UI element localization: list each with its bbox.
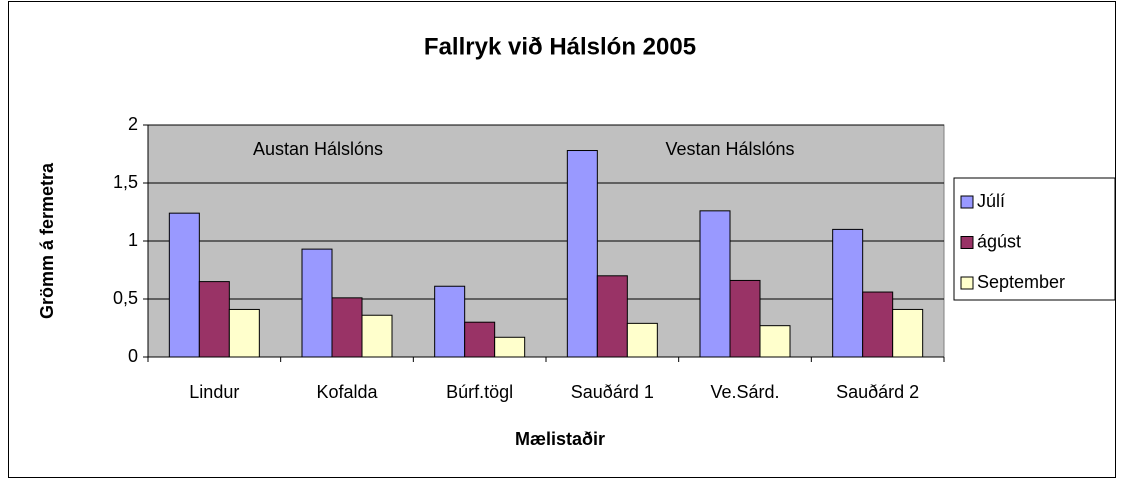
legend-swatch [960,236,974,249]
legend-label: September [977,272,1065,292]
bar [168,212,200,358]
legend-swatch [960,195,974,209]
bar [228,308,260,358]
y-tick-label: 0,5 [113,288,138,308]
legend-label: Júlí [977,191,1005,211]
annotation: Vestan Hálslóns [665,139,794,159]
bar [699,210,731,358]
bar [626,322,658,358]
bar [832,228,864,358]
bar [301,248,333,358]
x-tick-label: Lindur [189,382,239,402]
y-axis-title: Grömm á fermetra [37,162,57,319]
bar [331,297,363,358]
annotation: Austan Hálslóns [253,139,383,159]
y-tick-label: 2 [128,114,138,134]
bar [729,279,761,358]
y-tick-label: 0 [128,346,138,366]
x-tick-label: Sauðárd 1 [571,382,654,402]
bar [596,275,628,358]
x-tick-label: Sauðárd 2 [836,382,919,402]
bar [892,308,924,358]
x-tick-label: Kofalda [316,382,378,402]
bar [862,291,894,358]
bar [759,325,791,358]
bar [361,314,393,358]
legend-label: ágúst [977,231,1021,251]
y-tick-label: 1,5 [113,172,138,192]
bar [464,321,496,358]
chart-title: Fallryk við Hálslón 2005 [424,33,696,60]
bar [434,285,466,358]
legend-swatch [960,276,974,290]
x-axis-title: Mælistaðir [515,429,605,449]
bar [198,281,230,358]
bar [566,150,598,358]
x-tick-label: Ve.Sárd. [710,382,779,402]
bar [494,336,526,358]
y-tick-label: 1 [128,230,138,250]
legend [953,177,1116,301]
x-tick-label: Búrf.tögl [446,382,513,402]
